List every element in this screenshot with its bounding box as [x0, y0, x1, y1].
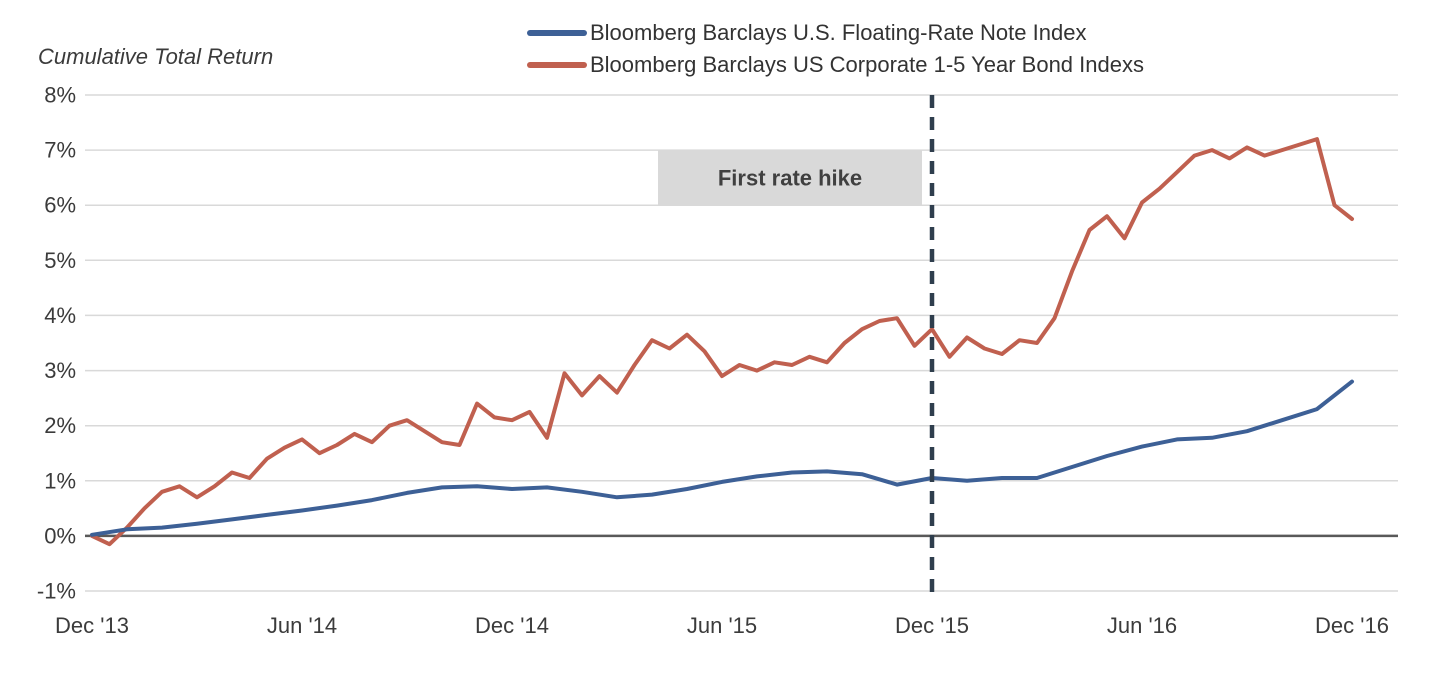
y-tick-label: 2%: [44, 413, 76, 438]
series-line-corporate-bond: [90, 137, 1354, 547]
x-tick-label: Dec '16: [1315, 613, 1389, 638]
legend-item-corporate-bond: Bloomberg Barclays US Corporate 1-5 Year…: [527, 52, 1144, 78]
x-tick-label: Jun '15: [687, 613, 757, 638]
rate-hike-annotation-label: First rate hike: [718, 166, 862, 191]
x-tick-label: Jun '14: [267, 613, 337, 638]
y-tick-label: 1%: [44, 468, 76, 493]
y-tick-label: 7%: [44, 138, 76, 163]
y-tick-label: 3%: [44, 358, 76, 383]
y-tick-label: 8%: [44, 83, 76, 108]
x-tick-label: Dec '15: [895, 613, 969, 638]
y-tick-label: 5%: [44, 248, 76, 273]
legend-label-corporate-bond: Bloomberg Barclays US Corporate 1-5 Year…: [590, 52, 1144, 77]
rate-hike-annotation-box: [658, 150, 922, 206]
legend-item-floating-rate: Bloomberg Barclays U.S. Floating-Rate No…: [527, 20, 1144, 46]
y-tick-label: -1%: [37, 579, 76, 604]
y-tick-label: 6%: [44, 193, 76, 218]
legend-swatch-floating-rate: [527, 30, 587, 36]
legend-swatch-corporate-bond: [527, 62, 587, 68]
y-tick-label: 0%: [44, 523, 76, 548]
chart-title: Cumulative Total Return: [38, 44, 274, 69]
x-tick-label: Jun '16: [1107, 613, 1177, 638]
legend-label-floating-rate: Bloomberg Barclays U.S. Floating-Rate No…: [590, 20, 1087, 45]
x-tick-label: Dec '14: [475, 613, 549, 638]
series-line-floating-rate-note: [90, 379, 1354, 537]
y-tick-label: 4%: [44, 303, 76, 328]
x-tick-label: Dec '13: [55, 613, 129, 638]
legend: Bloomberg Barclays U.S. Floating-Rate No…: [527, 20, 1144, 78]
